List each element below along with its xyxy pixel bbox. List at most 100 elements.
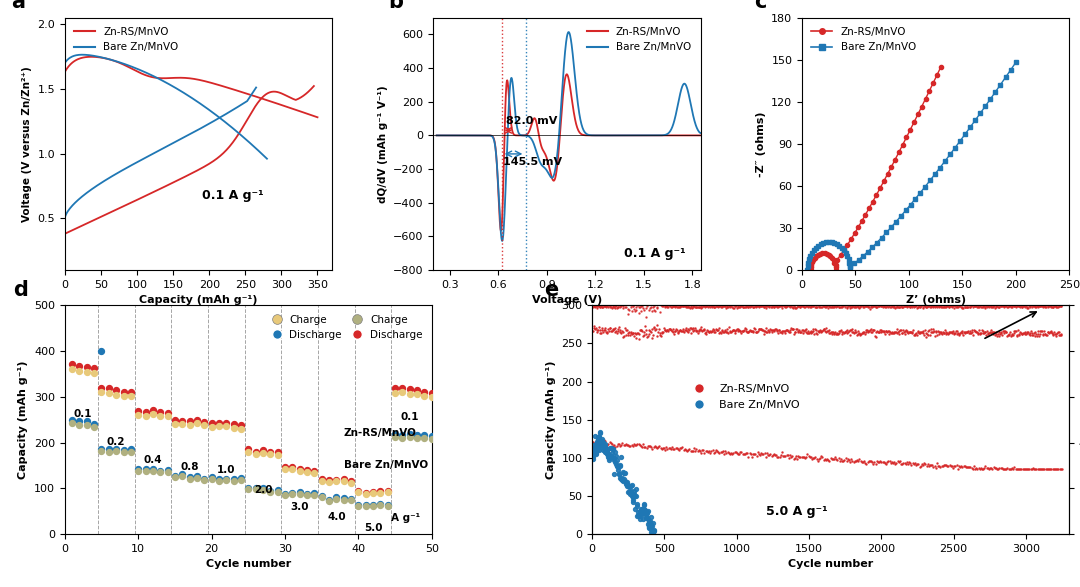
X-axis label: Capacity (mAh g⁻¹): Capacity (mAh g⁻¹) bbox=[139, 295, 258, 305]
Point bbox=[108, 386, 125, 395]
Point bbox=[630, 508, 647, 517]
Point bbox=[247, 447, 265, 456]
Legend: Zn-RS/MnVO, Bare Zn/MnVO: Zn-RS/MnVO, Bare Zn/MnVO bbox=[807, 23, 920, 56]
Point bbox=[335, 494, 352, 503]
Point bbox=[610, 463, 627, 472]
Text: 0.4: 0.4 bbox=[144, 455, 162, 465]
Y-axis label: Capacity (mAh g⁻¹): Capacity (mAh g⁻¹) bbox=[545, 360, 556, 479]
Point bbox=[350, 487, 367, 497]
Point bbox=[298, 490, 315, 499]
Point bbox=[592, 442, 609, 451]
Point bbox=[416, 434, 433, 443]
Point bbox=[590, 432, 607, 441]
Point bbox=[597, 443, 615, 453]
Point bbox=[203, 419, 220, 428]
Point bbox=[181, 417, 199, 426]
Text: 82.0 mV: 82.0 mV bbox=[507, 116, 557, 126]
Point bbox=[589, 441, 606, 451]
Point bbox=[607, 447, 624, 457]
Point bbox=[350, 486, 367, 495]
Point bbox=[630, 511, 647, 520]
Point bbox=[313, 492, 330, 502]
Point bbox=[181, 472, 199, 481]
Point bbox=[181, 474, 199, 483]
Point bbox=[291, 465, 308, 474]
Point bbox=[114, 448, 132, 457]
Point bbox=[394, 383, 411, 393]
Point bbox=[122, 392, 139, 401]
Point bbox=[342, 495, 360, 505]
Point bbox=[416, 431, 433, 440]
Point bbox=[379, 487, 396, 497]
Point bbox=[108, 444, 125, 454]
Text: 0.1 A g⁻¹: 0.1 A g⁻¹ bbox=[624, 247, 686, 259]
Point bbox=[218, 418, 235, 427]
Point bbox=[261, 486, 279, 495]
Point bbox=[174, 419, 191, 429]
Point bbox=[596, 442, 613, 451]
Point bbox=[584, 452, 602, 461]
Point bbox=[78, 417, 95, 426]
Point bbox=[379, 500, 396, 510]
Point bbox=[254, 446, 271, 455]
Point bbox=[642, 512, 659, 521]
Text: 2.0: 2.0 bbox=[254, 485, 272, 495]
Point bbox=[247, 450, 265, 459]
Point bbox=[615, 477, 632, 486]
Point bbox=[335, 474, 352, 484]
Point bbox=[364, 501, 381, 510]
Text: 4.0: 4.0 bbox=[327, 512, 346, 522]
Point bbox=[298, 465, 315, 474]
Text: 145.5 mV: 145.5 mV bbox=[503, 157, 563, 167]
Point bbox=[592, 429, 609, 438]
Point bbox=[635, 501, 652, 510]
Text: 5.0 A g⁻¹: 5.0 A g⁻¹ bbox=[766, 505, 827, 518]
Point bbox=[585, 443, 603, 453]
Point bbox=[618, 480, 635, 489]
Point bbox=[211, 418, 228, 427]
Point bbox=[603, 448, 620, 458]
Point bbox=[401, 389, 418, 399]
Point bbox=[93, 383, 110, 393]
Point bbox=[321, 475, 338, 485]
Point bbox=[350, 500, 367, 510]
Point bbox=[122, 387, 139, 397]
Point bbox=[586, 446, 604, 455]
Point bbox=[626, 504, 644, 514]
Point bbox=[379, 486, 396, 495]
Point bbox=[269, 448, 286, 457]
Point bbox=[269, 487, 286, 497]
Point bbox=[145, 466, 162, 475]
Point bbox=[597, 447, 615, 457]
Text: 5.0: 5.0 bbox=[364, 522, 382, 532]
Point bbox=[624, 498, 642, 507]
Point bbox=[211, 474, 228, 484]
Point bbox=[108, 390, 125, 399]
Text: 0.8: 0.8 bbox=[180, 462, 199, 472]
Point bbox=[174, 471, 191, 481]
Point bbox=[637, 513, 654, 522]
Point bbox=[591, 440, 608, 449]
Point bbox=[342, 494, 360, 504]
Point bbox=[195, 475, 213, 485]
Point bbox=[145, 464, 162, 474]
Point bbox=[588, 439, 605, 448]
Point bbox=[640, 517, 658, 527]
Point bbox=[642, 519, 659, 528]
Point bbox=[592, 428, 609, 437]
Y-axis label: Voltage (V versus Zn/Zn²⁺): Voltage (V versus Zn/Zn²⁺) bbox=[22, 66, 31, 222]
Point bbox=[254, 484, 271, 493]
Point bbox=[218, 475, 235, 485]
Point bbox=[586, 448, 604, 457]
Point bbox=[291, 488, 308, 497]
Point bbox=[589, 443, 606, 453]
Legend: Charge, Discharge, Charge, Discharge: Charge, Discharge, Charge, Discharge bbox=[262, 311, 427, 344]
Point bbox=[610, 469, 627, 478]
Point bbox=[634, 514, 651, 524]
Point bbox=[594, 440, 611, 449]
Point bbox=[589, 444, 606, 453]
Point bbox=[423, 388, 441, 397]
Point bbox=[166, 419, 184, 429]
Text: 0.2: 0.2 bbox=[107, 437, 125, 447]
Point bbox=[590, 433, 607, 442]
